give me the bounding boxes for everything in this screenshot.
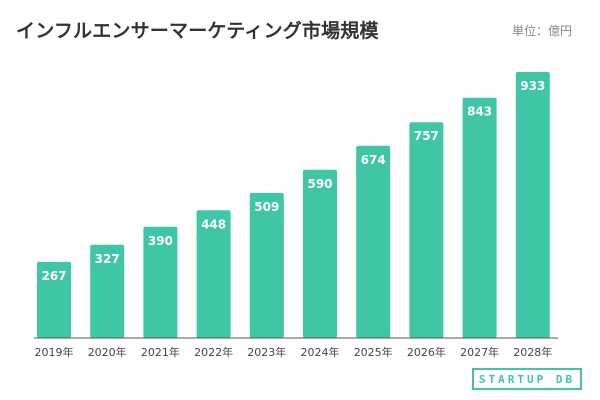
x-tick-label-7: 2026年: [407, 345, 446, 359]
bar-value-label-2: 390: [148, 234, 173, 248]
bar-6: [356, 145, 391, 338]
bar-5: [303, 169, 337, 338]
x-tick-label-4: 2023年: [247, 345, 286, 359]
x-tick-label-1: 2020年: [88, 345, 127, 359]
x-tick-label-2: 2021年: [141, 345, 180, 359]
bar-value-label-8: 843: [467, 105, 492, 119]
bar-value-label-1: 327: [95, 252, 120, 266]
bar-value-label-5: 590: [307, 177, 332, 191]
x-tick-label-3: 2022年: [194, 345, 233, 359]
bar-1: [90, 244, 125, 338]
bar-7: [409, 122, 444, 338]
x-tick-label-5: 2024年: [301, 345, 340, 359]
bar-value-label-0: 267: [41, 269, 66, 283]
bar-value-label-6: 674: [361, 153, 386, 167]
bar-value-label-9: 933: [520, 79, 545, 93]
bars-layer: 267 327 390 448 509 590 674 757 843 933: [37, 72, 550, 338]
startup-db-logo: STARTUP DB: [472, 368, 582, 390]
bar-0: [37, 261, 71, 338]
bar-4: [249, 192, 284, 338]
bar-value-label-4: 509: [254, 200, 279, 214]
bar-2: [143, 226, 178, 338]
bar-9: [515, 72, 550, 338]
unit-label: 単位：億円: [511, 24, 572, 38]
x-tick-label-6: 2025年: [354, 345, 393, 359]
bar-value-label-3: 448: [201, 217, 226, 231]
bar-8: [462, 97, 497, 338]
bar-value-label-7: 757: [414, 129, 439, 143]
chart-title: インフルエンサーマーケティング市場規模: [16, 20, 379, 42]
bar-3: [196, 210, 231, 338]
x-tick-labels: 2019年 2020年 2021年 2022年 2023年 2024年 2025年 2026年…: [35, 345, 553, 359]
x-tick-label-9: 2028年: [513, 345, 552, 359]
x-tick-label-8: 2027年: [460, 345, 499, 359]
x-tick-label-0: 2019年: [35, 345, 74, 359]
